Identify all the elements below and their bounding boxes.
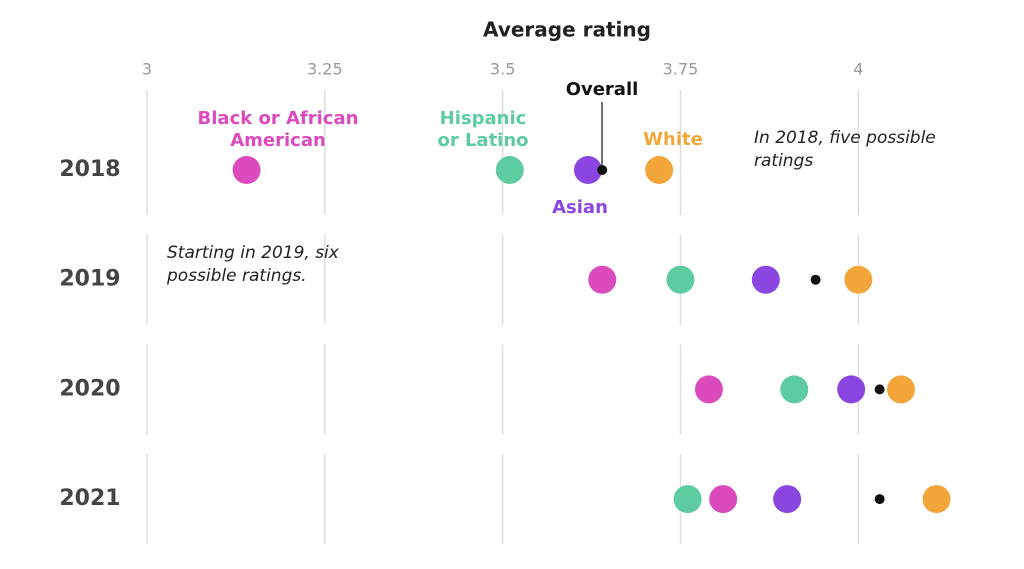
dot — [232, 156, 261, 184]
dot — [837, 375, 866, 404]
dot — [922, 485, 951, 514]
dot — [574, 156, 603, 184]
dot — [886, 375, 915, 404]
x-tick-label: 3.25 — [307, 60, 343, 79]
dot — [780, 375, 809, 404]
annotation: Starting in 2019, six possible ratings. — [167, 243, 339, 286]
dot — [694, 375, 723, 404]
dot — [709, 485, 738, 514]
dot — [773, 485, 802, 514]
dot — [751, 265, 780, 294]
x-tick-label: 4 — [853, 60, 863, 79]
series-label: Black or African American — [197, 108, 359, 151]
dot — [844, 265, 873, 294]
y-tick-label: 2018 — [59, 157, 120, 182]
series-label: Hispanic or Latino — [437, 108, 529, 151]
series-label: Asian — [552, 197, 608, 218]
overall-dot — [597, 165, 608, 175]
x-tick-label: 3 — [142, 60, 152, 79]
y-tick-label: 2020 — [59, 376, 120, 401]
dot — [673, 485, 702, 514]
y-tick-label: 2019 — [59, 267, 120, 292]
series-label: Overall — [565, 79, 639, 100]
dot — [645, 156, 674, 184]
dot — [588, 265, 617, 294]
overall-dot — [874, 494, 885, 505]
overall-dot — [810, 274, 821, 285]
dot — [495, 156, 524, 184]
y-tick-label: 2021 — [59, 486, 120, 511]
annotation: In 2018, five possible ratings — [754, 128, 936, 171]
overall-dot — [874, 384, 885, 395]
series-label: White — [643, 129, 703, 150]
dot — [666, 265, 695, 294]
axis-title: Average rating — [483, 18, 651, 42]
x-tick-label: 3.5 — [490, 60, 515, 79]
x-tick-label: 3.75 — [663, 60, 699, 79]
